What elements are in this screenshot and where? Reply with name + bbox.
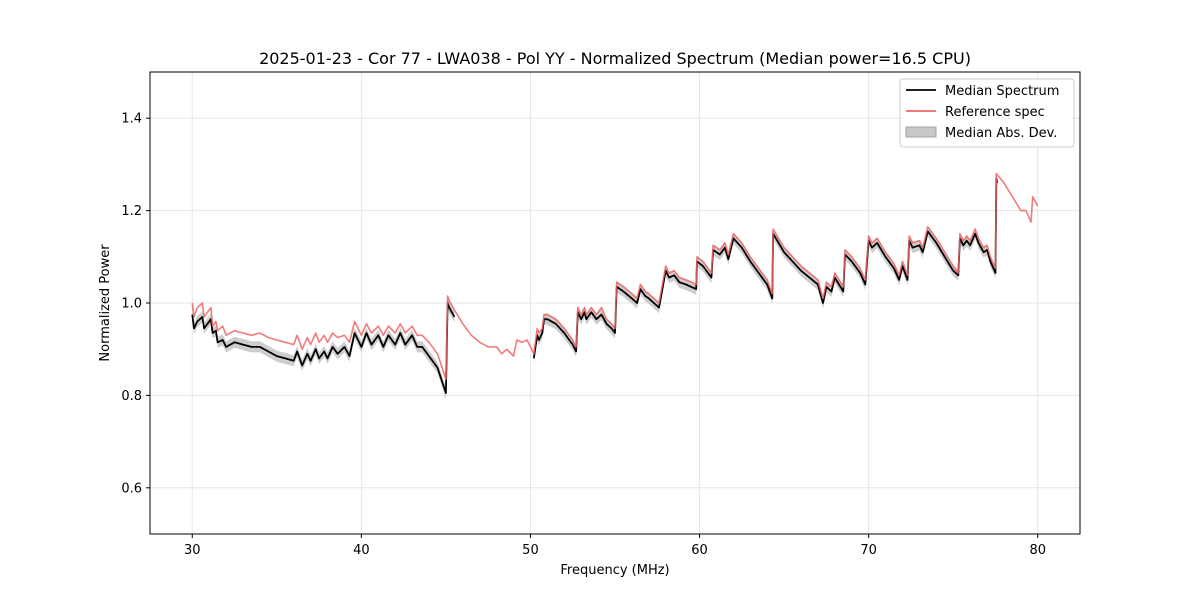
y-axis-ticks: 0.6 0.8 1.0 1.2 1.4 [121,112,150,496]
x-tick-label: 30 [184,543,201,558]
legend-label-median-abs-dev: Median Abs. Dev. [945,126,1057,141]
x-tick-label: 50 [522,543,539,558]
reference-spec-line [191,172,1039,381]
legend-label-reference-spec: Reference spec [945,105,1045,120]
legend-swatch-median-abs-dev [905,126,937,138]
legend-frame [899,78,1075,148]
x-tick-label: 40 [353,543,370,558]
y-tick-label: 1.0 [121,297,142,312]
x-axis-ticks: 30 40 50 60 70 80 [184,534,1046,558]
x-tick-label: 60 [691,543,708,558]
mad-band [192,297,455,399]
y-tick-label: 1.4 [121,112,142,127]
median-spectrum-line [191,302,456,395]
x-tick-label: 70 [860,543,877,558]
y-tick-label: 1.2 [121,204,142,219]
y-tick-label: 0.8 [121,389,142,404]
legend: Median Spectrum Reference spec Median Ab… [899,78,1075,148]
y-tick-label: 0.6 [121,481,142,496]
series-layer [191,172,1039,395]
legend-label-median-spectrum: Median Spectrum [945,84,1059,99]
x-tick-label: 80 [1029,543,1046,558]
y-axis-label: Normalized Power [98,244,113,362]
median-spectrum-line [532,177,998,359]
chart-title: 2025-01-23 - Cor 77 - LWA038 - Pol YY - … [259,49,971,68]
x-axis-label: Frequency (MHz) [560,563,669,578]
